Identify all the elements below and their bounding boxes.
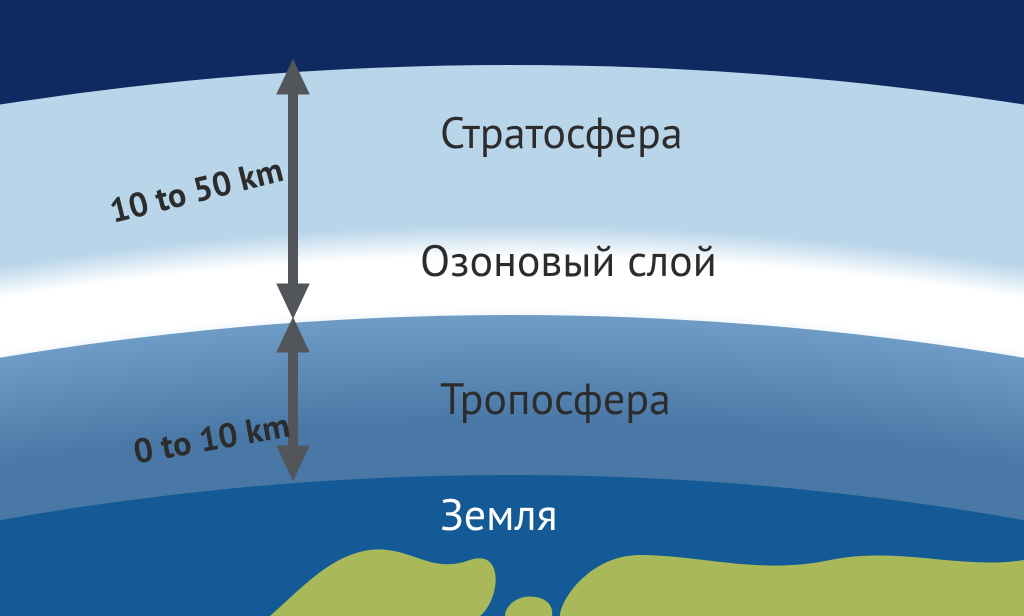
ozone-label: Озоновый слой: [420, 232, 717, 289]
atmosphere-diagram: Стратосфера Озоновый слой Тропосфера Зем…: [0, 0, 1024, 616]
stratosphere-label: Стратосфера: [440, 104, 683, 161]
earth-land: [270, 549, 1024, 616]
earth-label: Земля: [440, 486, 558, 543]
troposphere-label: Тропосфера: [440, 370, 671, 427]
